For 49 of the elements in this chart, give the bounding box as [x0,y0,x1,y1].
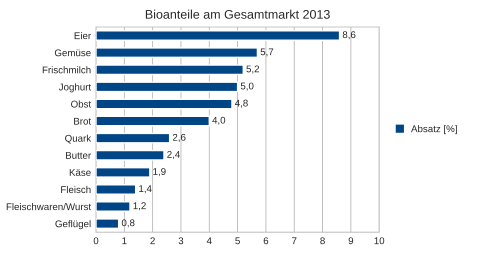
data-label: 1,9 [153,168,166,176]
data-label: 1,4 [139,185,152,194]
bar [96,150,165,161]
y-tick-label: Obst [71,100,92,108]
x-tick-label: 2 [150,237,155,244]
bar [96,218,120,230]
data-label: 5,7 [260,48,274,56]
data-label: 0,8 [122,219,135,228]
y-tick-label: Joghurt [58,83,92,92]
bar [96,98,233,110]
bar [96,64,244,76]
y-tick-label: Frischmilch [42,66,91,74]
data-label: 2,6 [172,134,186,142]
y-tick-label: Butter [66,152,91,159]
y-tick-label: Geflügel [55,220,90,230]
data-label: 4,8 [234,100,248,108]
x-tick-label: 0 [94,237,98,244]
y-tick-label: Käse [70,169,91,176]
data-label: 1,2 [134,202,146,210]
bar [96,30,340,41]
x-tick-label: 4 [206,237,212,244]
data-label: 8,6 [342,31,356,40]
y-tick-label: Fleisch [61,186,91,194]
chart-title: Bioanteile am Gesamtmarkt 2013 [146,10,330,19]
data-label: 5,2 [246,65,260,74]
x-tick-label: 9 [348,237,354,244]
x-tick-label: 8 [320,237,325,244]
data-label: 2,4 [167,150,180,160]
y-tick-label: Brot [74,118,92,125]
bar [96,166,151,178]
bar [96,47,258,58]
bar [96,116,210,126]
y-tick-label: Eier [74,32,91,40]
bar [96,201,131,212]
x-tick-label: 6 [264,237,268,244]
legend-label: Absatz [%] [411,125,457,134]
y-tick-label: Gemüse [54,49,91,56]
x-tick-label: 10 [374,237,384,244]
x-tick-label: 1 [122,237,127,244]
bar [96,184,136,195]
x-tick-label: 5 [235,237,240,244]
y-tick-label: Fleischwaren/Wurst [6,203,92,210]
data-label: 4,0 [212,116,226,125]
bar [96,81,238,92]
y-tick-label: Quark [65,134,92,144]
x-tick-label: 3 [178,237,184,244]
x-tick-label: 7 [292,237,296,244]
data-label: 5,0 [240,82,254,91]
bar [96,132,170,144]
